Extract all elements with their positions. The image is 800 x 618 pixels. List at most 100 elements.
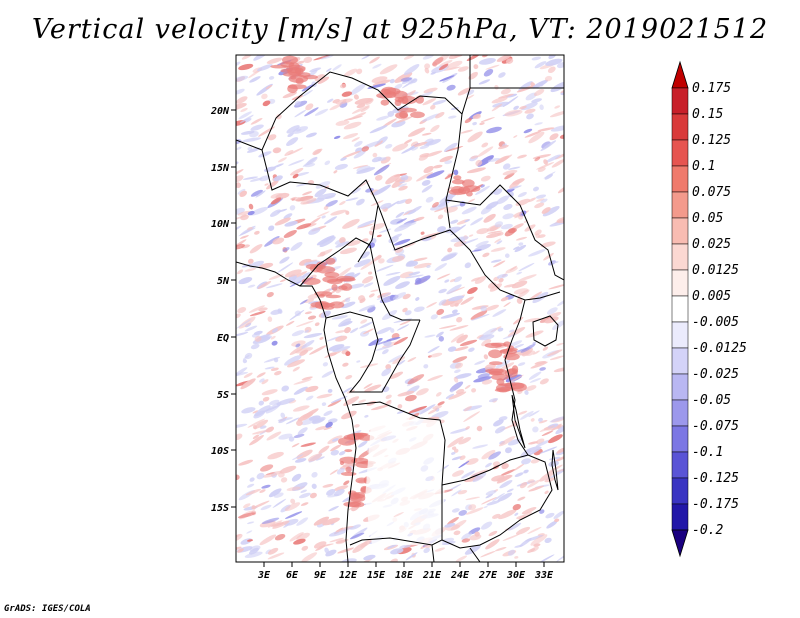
velocity-streak — [540, 198, 548, 204]
velocity-streak — [322, 362, 329, 367]
velocity-streak — [360, 319, 368, 324]
velocity-streak — [335, 539, 346, 545]
velocity-streak — [239, 235, 249, 239]
velocity-streak — [256, 472, 265, 480]
velocity-streak — [249, 177, 263, 182]
velocity-streak — [379, 202, 392, 210]
velocity-streak — [539, 104, 544, 110]
velocity-streak — [438, 299, 447, 306]
velocity-streak — [413, 306, 425, 312]
velocity-streak — [292, 454, 304, 461]
velocity-streak — [397, 107, 417, 113]
velocity-streak — [268, 76, 275, 80]
velocity-streak — [480, 205, 493, 215]
velocity-streak — [533, 88, 545, 97]
velocity-streak — [264, 366, 275, 370]
velocity-streak — [259, 378, 265, 383]
velocity-streak — [531, 56, 542, 61]
velocity-streak — [450, 107, 459, 110]
velocity-streak — [372, 63, 382, 69]
velocity-streak — [423, 547, 431, 554]
velocity-streak — [399, 320, 411, 326]
velocity-streak — [251, 500, 270, 510]
velocity-streak — [381, 86, 397, 95]
velocity-streak — [237, 269, 244, 275]
velocity-streak — [555, 424, 564, 435]
velocity-streak — [548, 283, 564, 290]
colorbar-label: 0.025 — [692, 237, 732, 252]
velocity-streak — [407, 127, 426, 137]
velocity-streak — [451, 489, 462, 497]
velocity-streak — [528, 291, 543, 301]
velocity-streak — [438, 63, 449, 71]
velocity-streak — [527, 479, 535, 484]
velocity-streak — [488, 398, 499, 403]
velocity-streak — [497, 231, 504, 236]
velocity-streak — [248, 305, 265, 313]
velocity-streak — [283, 522, 291, 528]
velocity-streak — [424, 334, 436, 338]
velocity-streak — [537, 166, 546, 173]
velocity-streak — [422, 98, 437, 106]
velocity-streak — [521, 458, 532, 465]
velocity-streak — [259, 489, 266, 493]
velocity-streak — [545, 154, 561, 163]
velocity-streak — [238, 63, 254, 71]
velocity-streak — [361, 146, 370, 152]
velocity-streak — [261, 389, 278, 396]
velocity-streak — [323, 410, 333, 416]
velocity-streak — [405, 274, 424, 279]
velocity-streak — [393, 238, 411, 246]
velocity-streak — [423, 364, 429, 369]
velocity-streak — [473, 64, 479, 70]
velocity-streak — [328, 344, 345, 351]
velocity-streak — [308, 300, 319, 304]
velocity-streak — [491, 103, 503, 112]
velocity-streak — [444, 522, 456, 528]
velocity-streak — [342, 387, 352, 394]
border-south — [431, 544, 481, 562]
velocity-streak — [513, 463, 525, 471]
velocity-streak — [543, 159, 548, 165]
velocity-streak — [395, 211, 405, 218]
velocity-streak — [246, 483, 255, 488]
velocity-streak — [291, 473, 302, 482]
velocity-streak — [430, 203, 448, 211]
velocity-streak — [455, 555, 468, 562]
border-sudan — [445, 55, 564, 281]
velocity-streak — [481, 339, 492, 347]
velocity-streak — [277, 157, 287, 163]
velocity-streak — [372, 79, 391, 86]
velocity-streak — [406, 260, 419, 267]
velocity-streak — [272, 147, 282, 154]
velocity-streak — [357, 219, 376, 228]
velocity-streak — [483, 505, 488, 509]
velocity-streak — [283, 230, 297, 238]
velocity-streak — [466, 167, 486, 174]
velocity-streak — [448, 391, 467, 400]
velocity-streak — [397, 360, 406, 366]
velocity-streak — [332, 346, 351, 353]
velocity-streak — [435, 111, 445, 119]
velocity-streak — [272, 328, 278, 333]
velocity-streak — [236, 367, 248, 377]
velocity-streak — [343, 133, 359, 140]
velocity-streak — [344, 449, 353, 453]
velocity-streak — [523, 469, 529, 474]
velocity-streak — [358, 399, 367, 403]
velocity-streak — [503, 163, 511, 170]
velocity-streak — [351, 105, 370, 114]
velocity-streak — [297, 412, 314, 422]
velocity-streak — [457, 66, 469, 72]
velocity-streak — [481, 449, 496, 460]
colorbar-bottom-arrow — [671, 529, 689, 558]
velocity-streak — [398, 185, 408, 191]
velocity-streak — [325, 549, 337, 557]
velocity-streak — [246, 147, 261, 153]
velocity-streak — [501, 463, 509, 470]
colorbar-label: 0.175 — [692, 81, 732, 96]
velocity-streak — [465, 458, 479, 465]
velocity-streak — [472, 113, 481, 119]
velocity-streak — [497, 154, 513, 164]
velocity-streak — [485, 539, 500, 550]
